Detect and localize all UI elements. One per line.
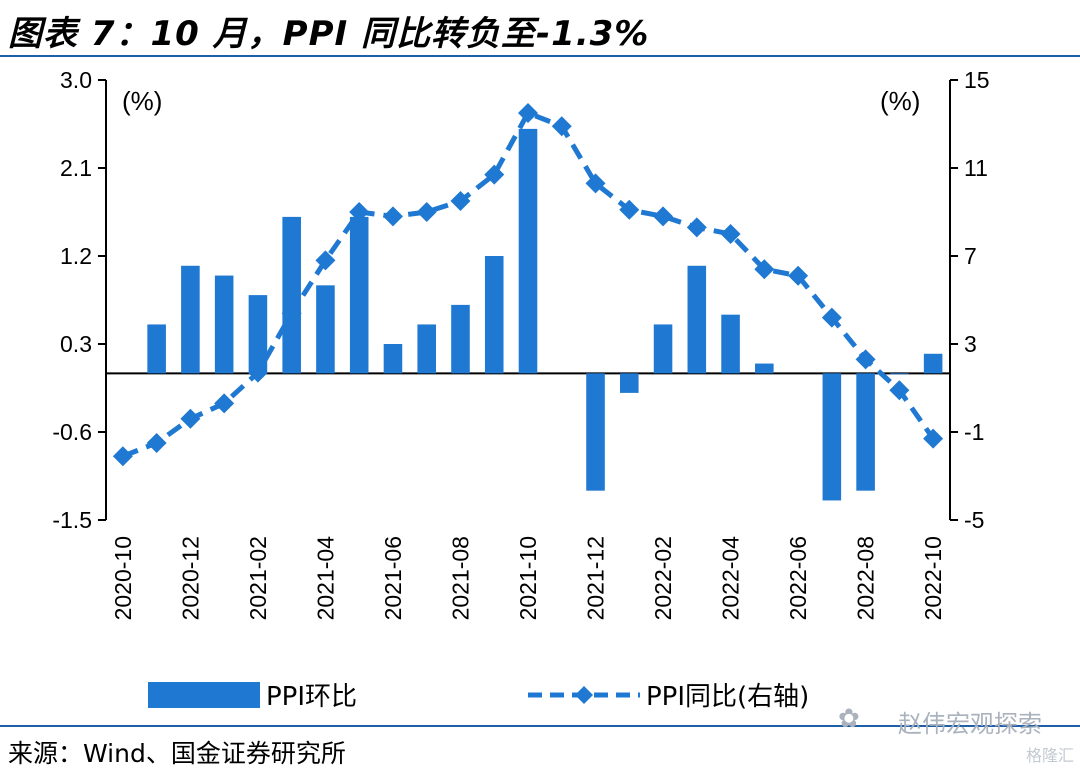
line-point <box>450 191 471 211</box>
bar <box>619 373 639 393</box>
right-tick-label: 15 <box>964 67 990 93</box>
line-point <box>653 206 674 227</box>
bar <box>856 373 875 491</box>
right-tick-label: -5 <box>964 507 984 533</box>
line-point <box>821 307 842 328</box>
line-point <box>788 265 809 286</box>
line-point <box>889 380 910 401</box>
x-tick-label: 2020-12 <box>177 536 203 620</box>
source-note: 来源：Wind、国金证券研究所 <box>8 739 346 768</box>
right-tick-label: 3 <box>964 331 977 357</box>
watermark: 赵伟宏观探索 <box>898 710 1042 738</box>
left-tick-label: 3.0 <box>60 67 92 93</box>
line-point <box>518 103 538 123</box>
line-point <box>247 362 268 383</box>
line-point <box>923 428 944 449</box>
bar <box>417 324 437 374</box>
bar <box>518 128 538 374</box>
axes <box>98 79 958 521</box>
left-tick-label: 0.3 <box>60 331 92 357</box>
bar-series <box>147 128 943 501</box>
title-rule <box>0 55 1080 57</box>
bar <box>147 324 166 374</box>
bar <box>755 363 774 374</box>
left-tick-label: 2.1 <box>60 155 92 181</box>
x-tick-label: 2021-10 <box>515 536 541 620</box>
right-axis-unit: (%) <box>880 86 920 116</box>
bar <box>721 314 740 374</box>
line-point <box>551 116 572 137</box>
bar <box>282 216 301 374</box>
bar <box>890 373 909 375</box>
bar <box>586 373 605 491</box>
chart-title: 图表 7：10 月，PPI 同比转负至-1.3% <box>8 14 650 54</box>
bar <box>923 353 943 374</box>
left-tick-label: -0.6 <box>52 419 92 445</box>
x-tick-label: 2022-04 <box>718 536 744 621</box>
x-tick-label: 2021-12 <box>583 536 609 620</box>
bar <box>653 324 673 374</box>
x-tick-label: 2022-10 <box>920 536 946 620</box>
x-tick-label: 2022-06 <box>785 536 811 620</box>
right-tick-label: 11 <box>964 155 988 181</box>
chart: 3.0 2.1 1.2 0.3 -0.6 -1.5 15 11 7 3 -1 -5 2020-10 202… <box>52 67 989 712</box>
x-tick-label: 2022-08 <box>853 536 879 620</box>
x-tick-label: 2020-10 <box>110 536 136 620</box>
line-series <box>112 103 944 467</box>
legend-line-label: PPI同比(右轴) <box>646 682 809 712</box>
line-point <box>349 202 370 222</box>
line-point <box>315 250 336 271</box>
x-tick-label: 2022-02 <box>650 536 676 620</box>
legend-line-marker <box>575 686 593 704</box>
x-tick-label: 2021-04 <box>312 536 338 621</box>
wechat-icon: ✿ <box>838 704 860 734</box>
legend-bar-label: PPI环比 <box>266 682 357 712</box>
x-tick-label: 2021-08 <box>447 536 473 620</box>
line-point <box>281 303 302 324</box>
line-point <box>180 408 201 429</box>
bar <box>316 285 335 374</box>
x-tick-label: 2021-06 <box>380 536 406 620</box>
bar <box>214 275 234 374</box>
bar <box>822 373 842 501</box>
bar <box>383 344 403 374</box>
line-point <box>416 202 437 222</box>
line-point <box>484 164 505 185</box>
line-point <box>585 173 606 194</box>
left-tick-label: -1.5 <box>52 507 92 533</box>
bar <box>484 256 504 374</box>
bar <box>349 216 369 374</box>
line-point <box>112 446 133 467</box>
legend-bar-swatch <box>148 682 260 708</box>
tick-labels: 3.0 2.1 1.2 0.3 -0.6 -1.5 15 11 7 3 -1 -5 2020-10 202… <box>52 67 989 620</box>
line-point <box>619 199 640 220</box>
bar <box>687 265 707 374</box>
bar <box>248 295 268 374</box>
line-point <box>382 206 403 227</box>
left-axis-unit: (%) <box>122 86 162 116</box>
x-tick-label: 2021-02 <box>245 536 271 620</box>
line-point <box>146 433 167 453</box>
left-tick-label: 1.2 <box>60 243 92 269</box>
line-point <box>686 217 707 238</box>
line-point <box>720 224 741 244</box>
line-point <box>855 349 876 370</box>
footer-rule <box>0 725 1080 727</box>
bar <box>181 265 200 374</box>
right-tick-label: 7 <box>964 243 977 269</box>
watermark-small: 格隆汇 <box>1025 746 1074 765</box>
bar <box>451 304 470 374</box>
legend: PPI环比 PPI同比(右轴) <box>148 682 809 712</box>
right-tick-label: -1 <box>964 419 984 445</box>
line-point <box>754 259 775 280</box>
line-point <box>214 393 235 414</box>
